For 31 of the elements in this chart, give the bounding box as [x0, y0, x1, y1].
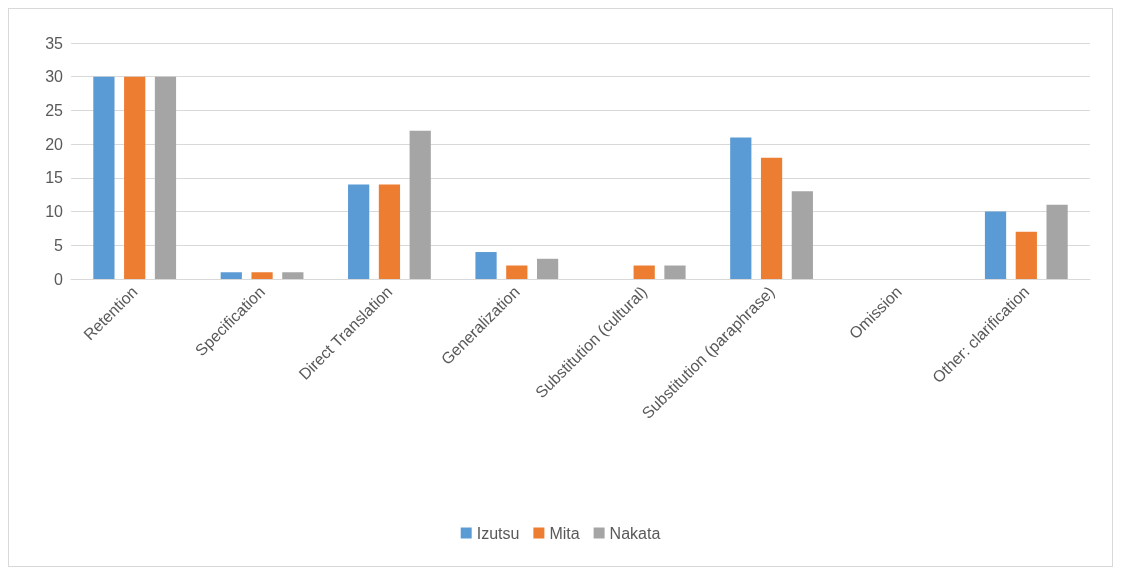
- bar: [536, 258, 559, 279]
- y-tick-label: 20: [45, 135, 64, 153]
- bar: [348, 184, 370, 279]
- bar: [282, 272, 304, 279]
- bar: [760, 157, 783, 279]
- y-tick-label: 35: [45, 34, 64, 52]
- y-tick-label: 15: [45, 169, 64, 187]
- bar: [1046, 204, 1068, 279]
- bar: [93, 76, 115, 279]
- bar: [506, 265, 528, 279]
- legend-label: Mita: [549, 524, 580, 542]
- bar: [1015, 231, 1037, 279]
- y-tick-label: 5: [54, 236, 64, 254]
- bar: [730, 137, 752, 279]
- bar: [409, 130, 431, 279]
- bar: [251, 272, 273, 279]
- y-tick-label: 30: [45, 68, 64, 86]
- legend-label: Nakata: [609, 524, 661, 542]
- bar: [378, 184, 401, 279]
- bar: [220, 272, 242, 279]
- bar: [664, 265, 686, 279]
- y-tick-label: 0: [54, 270, 64, 288]
- bar: [154, 76, 177, 279]
- legend-label: Izutsu: [476, 524, 520, 542]
- bar: [475, 252, 497, 279]
- bar: [791, 191, 813, 279]
- y-tick-label: 10: [45, 203, 64, 221]
- bar: [124, 76, 146, 279]
- y-tick-label: 25: [45, 101, 64, 119]
- bar: [633, 265, 655, 279]
- bar: [984, 211, 1007, 279]
